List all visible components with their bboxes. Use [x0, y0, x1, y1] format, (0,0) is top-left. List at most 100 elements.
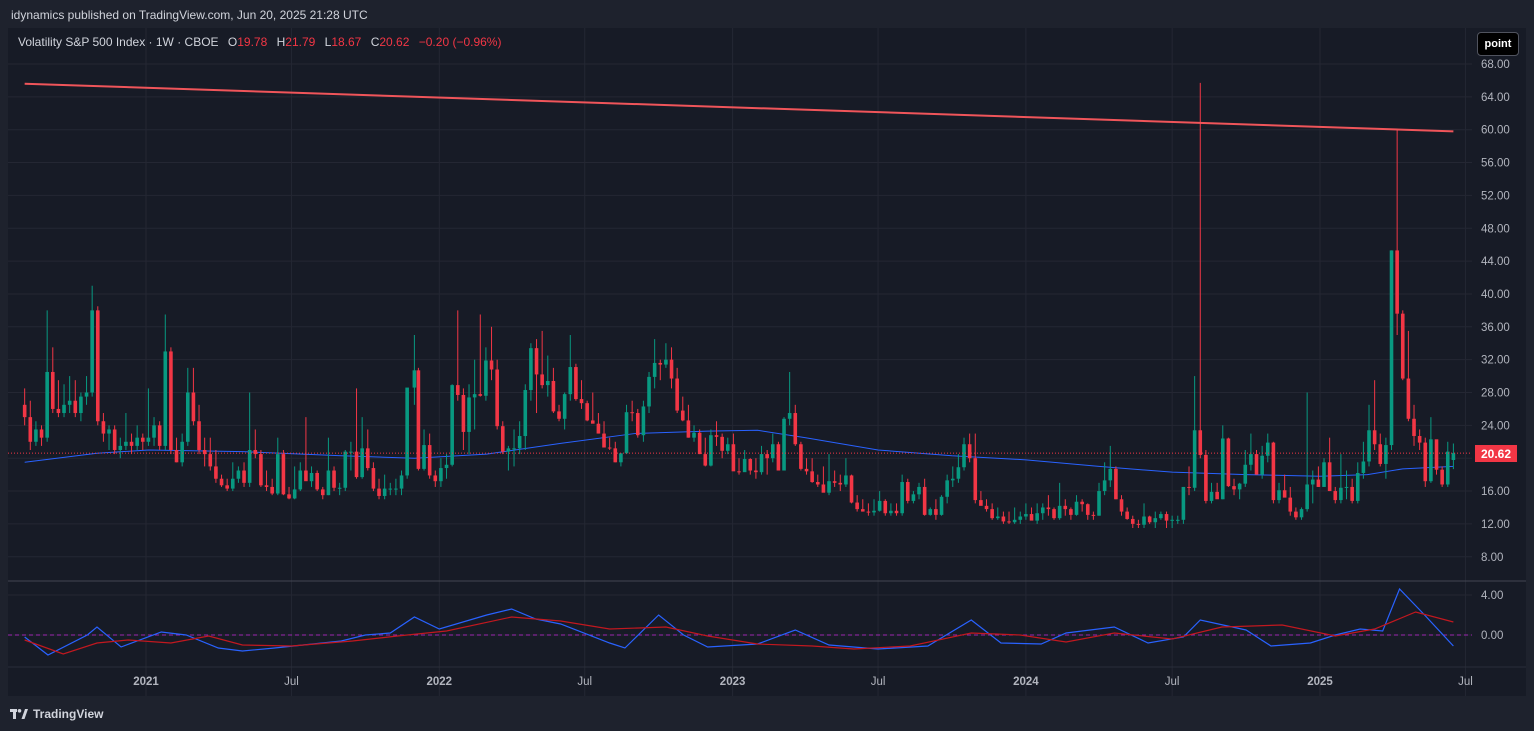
y-axis-tick-label: 56.00 [1481, 158, 1510, 170]
moving-average-line [24, 429, 1454, 477]
resistance-trendline [24, 82, 1454, 133]
candle-body [613, 448, 618, 463]
candle-body [664, 359, 668, 365]
candle-body [1417, 436, 1422, 443]
y-axis-tick-label: 64.00 [1481, 92, 1510, 104]
candle-body [185, 392, 190, 442]
candle-body [495, 369, 499, 427]
candle-body [56, 408, 61, 414]
candle-body [349, 451, 353, 453]
candle-body [326, 470, 331, 496]
candle-body [1114, 468, 1118, 500]
chart-canvas[interactable]: 68.00 64.00 60.00 56.00 52.00 48.00 44.00 40.00… [0, 0, 1534, 700]
close-label: C [370, 35, 380, 49]
candle-body [1243, 464, 1248, 484]
candle-body [1445, 451, 1450, 485]
chart-frame[interactable] [8, 28, 1526, 696]
x-axis-tick-label: 2023 [720, 676, 746, 688]
candle-body [658, 362, 663, 365]
point-button[interactable]: point [1477, 32, 1519, 56]
candle-body [641, 406, 646, 436]
candle-body [1085, 504, 1090, 515]
candle-body [1069, 509, 1073, 515]
candle-body [900, 482, 904, 514]
candle-body [500, 426, 505, 452]
x-axis-tick-label: Jul [871, 676, 886, 688]
y-axis-tick-label: 40.00 [1481, 289, 1510, 301]
candle-body [517, 436, 522, 449]
candle-body [1429, 439, 1433, 482]
candle-body [112, 429, 117, 450]
last-price-label: 20.62 [1475, 445, 1517, 462]
candle-body [1097, 491, 1101, 516]
candle-body [568, 367, 573, 395]
candle-body [731, 444, 736, 472]
candle-body [412, 370, 417, 388]
candle-body [1355, 472, 1360, 501]
candle-body [450, 385, 454, 465]
candle-body [191, 392, 196, 422]
candle-body [523, 390, 528, 437]
candle-body [787, 413, 792, 419]
candle-body [1423, 442, 1428, 482]
candle-body [101, 421, 106, 434]
candle-body [264, 485, 269, 487]
candle-body [399, 475, 404, 489]
high-value: 21.79 [285, 35, 316, 49]
candle-body [1277, 490, 1281, 501]
candle-body [562, 394, 567, 419]
candle-body [230, 478, 235, 489]
tradingview-logo-icon [10, 709, 28, 719]
candle-body [692, 432, 696, 438]
candle-body [1001, 516, 1006, 522]
low-value: 18.67 [331, 35, 362, 49]
candle-body [461, 394, 466, 432]
candle-body [1153, 518, 1158, 523]
candle-body [416, 370, 421, 469]
change-value: −0.20 (−0.96%) [418, 35, 502, 49]
candle-body [928, 509, 933, 515]
candle-body [1361, 461, 1366, 473]
candle-body [157, 425, 162, 446]
candle-body [163, 351, 168, 446]
candle-body [956, 467, 961, 479]
candle-body [675, 378, 679, 411]
candle-body [422, 445, 426, 469]
candle-body [67, 400, 72, 405]
candle-body [860, 509, 865, 512]
candle-body [1400, 313, 1405, 379]
x-axis-tick-label: 2021 [133, 676, 159, 688]
candle-body [967, 444, 972, 459]
candle-body [1367, 430, 1371, 462]
candle-body [1327, 462, 1332, 492]
candle-body [1007, 521, 1011, 523]
candle-body [124, 441, 128, 446]
candle-body [703, 454, 708, 466]
candle-body [382, 488, 387, 496]
y-axis-tick-label: 52.00 [1481, 190, 1510, 202]
candle-body [354, 451, 359, 478]
candle-body [506, 448, 511, 452]
candle-body [405, 387, 409, 476]
oscillator-fast-line [24, 587, 1454, 656]
candle-body [1288, 497, 1293, 512]
candle-body [697, 432, 702, 455]
close-value: 20.62 [379, 35, 410, 49]
candle-body [512, 448, 516, 450]
y-axis-tick-label: 32.00 [1481, 355, 1510, 367]
candle-body [489, 360, 494, 370]
y-axis-tick-label: 28.00 [1481, 388, 1510, 400]
candle-body [135, 437, 139, 446]
candle-body [776, 444, 781, 471]
candle-body [866, 511, 871, 513]
candle-body [236, 470, 241, 479]
candle-body [242, 470, 246, 483]
candle-body [1451, 453, 1456, 461]
publish-info: idynamics published on TradingView.com, … [11, 8, 368, 22]
y-axis-tick-label: 60.00 [1481, 125, 1510, 137]
candle-body [748, 459, 753, 471]
candle-body [1164, 514, 1169, 521]
tradingview-logo[interactable]: TradingView [10, 707, 103, 721]
candle-body [1192, 430, 1197, 488]
y-axis-tick-label: 48.00 [1481, 223, 1510, 235]
